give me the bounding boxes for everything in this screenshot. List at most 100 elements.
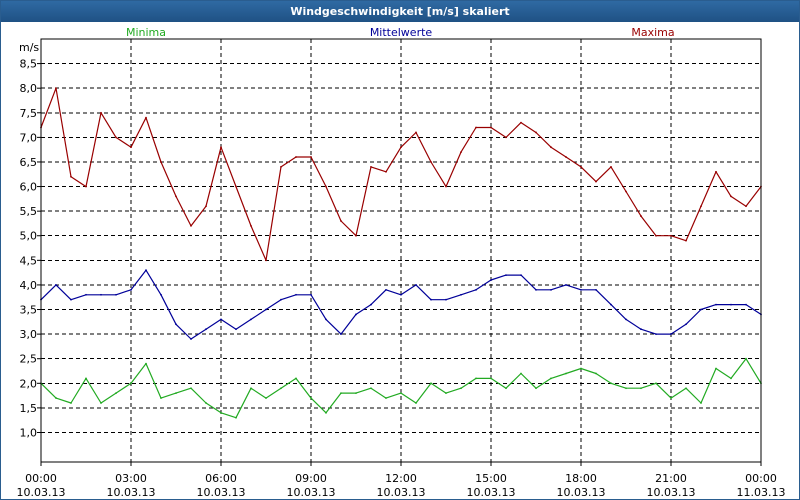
y-tick-label: 7,0 [20,131,38,144]
data-point-max [460,151,462,154]
data-point-avg [430,298,432,301]
data-point-avg [625,318,627,321]
x-tick-date: 10.03.13 [557,486,606,499]
data-point-max [70,175,72,178]
data-point-max [415,131,417,134]
data-point-min [310,397,312,399]
data-point-max [235,185,237,188]
series-line-min [40,358,762,419]
x-tick-date: 10.03.13 [377,486,426,499]
data-point-min [235,416,237,419]
legend-maxima: Maxima [631,26,674,39]
x-tick-time: 03:00 [115,472,147,485]
data-point-min [490,377,492,380]
data-point-avg [265,308,267,311]
data-point-max [445,185,447,188]
data-point-min [370,387,372,390]
data-point-avg [100,293,102,296]
data-point-avg [715,303,717,306]
data-point-max [730,195,732,198]
data-point-min [115,392,117,395]
data-point-avg [280,298,282,301]
data-point-max [625,190,627,193]
data-point-max [130,146,132,149]
data-point-avg [205,328,207,331]
data-point-max [535,131,537,134]
x-tick-time: 00:00 [745,472,777,485]
data-point-min [385,397,387,399]
data-point-max [355,234,357,237]
data-point-avg [565,284,567,286]
x-tick-time: 18:00 [565,472,597,485]
data-point-max [400,146,402,149]
data-point-max [250,225,252,227]
data-point-avg [640,328,642,331]
data-point-max [505,136,507,139]
data-point-avg [145,269,147,272]
data-point-avg [610,303,612,306]
data-point-max [490,126,492,129]
data-point-min [85,377,87,380]
x-axis-ticks: 00:0010.03.1303:0010.03.1306:0010.03.130… [17,462,785,499]
data-point-avg [700,308,702,311]
data-point-avg [355,313,357,316]
data-point-min [205,402,207,404]
x-tick-time: 21:00 [655,472,687,485]
data-point-min [430,382,432,385]
data-point-min [625,387,627,390]
data-point-avg [370,303,372,306]
x-tick-date: 10.03.13 [107,486,156,499]
data-point-max [160,161,162,163]
data-point-max [115,136,117,139]
data-point-min [565,372,567,375]
data-point-max [550,146,552,149]
data-point-min [550,377,552,380]
data-point-max [475,126,477,129]
data-point-avg [160,293,162,296]
data-point-min [265,397,267,399]
data-point-avg [475,288,477,291]
series-group [40,87,762,419]
x-tick-date: 10.03.13 [197,486,246,499]
data-point-min [280,387,282,390]
data-point-min [670,397,672,399]
data-point-min [175,392,177,395]
x-tick-time: 09:00 [295,472,327,485]
y-tick-label: 7,5 [20,107,38,120]
data-point-max [100,111,102,114]
data-point-avg [190,338,192,340]
data-point-avg [235,328,237,331]
data-point-max [55,87,57,90]
data-point-avg [580,288,582,291]
x-tick-date: 10.03.13 [287,486,336,499]
x-tick-time: 00:00 [25,472,57,485]
data-point-min [70,402,72,404]
data-point-min [400,392,402,395]
data-point-min [475,377,477,380]
data-point-max [295,156,297,158]
data-point-min [700,402,702,404]
data-point-min [580,367,582,370]
data-point-avg [115,293,117,296]
y-tick-label: 1,5 [20,402,38,415]
y-tick-label: 4,0 [20,279,38,292]
data-point-max [385,170,387,173]
data-point-max [580,165,582,168]
y-tick-label: 6,0 [20,181,38,194]
data-point-min [460,387,462,390]
data-point-min [55,397,57,399]
data-point-avg [385,288,387,291]
data-point-min [130,382,132,385]
y-tick-label: 5,5 [20,205,38,218]
data-point-max [205,205,207,208]
data-point-max [640,215,642,217]
data-point-avg [85,293,87,296]
x-tick-date: 10.03.13 [467,486,516,499]
data-point-avg [415,284,417,286]
data-point-avg [220,318,222,321]
y-tick-label: 2,5 [20,353,38,366]
x-tick-time: 15:00 [475,472,507,485]
data-point-max [85,185,87,188]
x-tick-time: 06:00 [205,472,237,485]
